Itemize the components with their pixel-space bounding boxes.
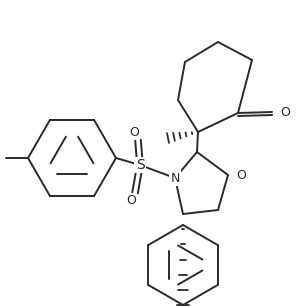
Text: O: O <box>129 126 139 138</box>
Text: O: O <box>236 169 246 181</box>
Text: N: N <box>170 172 180 185</box>
Text: O: O <box>126 195 136 208</box>
Text: S: S <box>136 158 144 172</box>
Text: O: O <box>280 106 290 119</box>
